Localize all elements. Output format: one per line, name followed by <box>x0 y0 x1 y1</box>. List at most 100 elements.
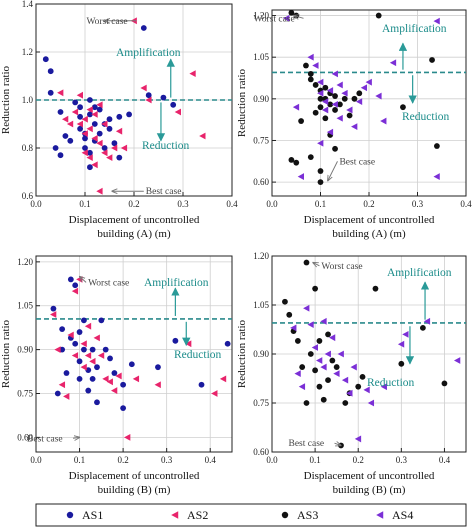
point-as4 <box>363 386 370 394</box>
point-as2 <box>132 375 140 383</box>
point-as2 <box>84 352 92 359</box>
x-tick-label: 0.0 <box>30 199 42 209</box>
point-as3 <box>332 145 338 152</box>
plot-frame <box>35 255 233 453</box>
point-as3 <box>293 159 300 166</box>
legend-item-as1: AS1 <box>66 508 103 522</box>
point-as2 <box>106 154 113 161</box>
chart-panel-bottom-left: 0.0 0.1 0.2 0.3 0.4 0.60 0.75 0.90 1.05 1.20 Reduc… <box>0 255 233 496</box>
y-axis-label: Reduction ratio <box>236 68 248 137</box>
x-tick-label: 0.4 <box>439 455 451 465</box>
point-as3 <box>307 351 314 357</box>
best-case-arrow <box>328 161 338 180</box>
point-as4 <box>336 81 343 89</box>
point-as3 <box>441 380 448 387</box>
point-as2 <box>111 144 118 152</box>
point-as3 <box>322 115 329 122</box>
point-as4 <box>355 98 363 106</box>
point-as4 <box>317 139 324 147</box>
point-as1 <box>91 121 98 127</box>
reduction-label: Reduction <box>174 349 222 361</box>
point-as2 <box>96 187 103 195</box>
x-tick-label: 0.3 <box>161 455 173 465</box>
point-as1 <box>63 370 70 376</box>
point-as1 <box>77 113 83 120</box>
point-as2 <box>174 108 181 116</box>
point-as4 <box>380 117 387 125</box>
point-as1 <box>87 164 93 171</box>
y-tick-label: 0.90 <box>253 94 269 104</box>
point-as2 <box>71 352 79 359</box>
point-as3 <box>316 383 323 390</box>
amplification-label: Amplification <box>382 23 447 35</box>
point-as3 <box>288 157 295 163</box>
point-as4 <box>433 17 440 25</box>
legend-box <box>35 503 467 527</box>
point-as4 <box>316 357 323 364</box>
point-as1 <box>72 99 79 106</box>
point-as3 <box>312 367 319 374</box>
point-as4 <box>380 383 387 391</box>
point-as2 <box>54 346 61 354</box>
point-as1 <box>106 116 113 123</box>
point-as2 <box>81 130 88 137</box>
point-as2 <box>145 96 152 104</box>
best-case-label: Best case <box>146 187 182 197</box>
point-as1 <box>42 56 49 63</box>
point-as3 <box>329 357 336 364</box>
point-as2 <box>115 372 122 380</box>
y-tick-label: 0.60 <box>17 432 33 442</box>
point-as3 <box>325 331 331 338</box>
point-as4 <box>453 357 461 364</box>
point-as1 <box>50 305 57 312</box>
x-axis-label: building (A) (m) <box>332 228 406 240</box>
y-tick-label: 0.8 <box>22 143 34 153</box>
point-as2 <box>76 91 83 99</box>
point-as1 <box>96 106 103 113</box>
best-case-arrow <box>72 437 80 438</box>
x-tick-label: 0.1 <box>315 199 326 209</box>
point-as2 <box>80 340 87 348</box>
legend-marker <box>66 511 74 519</box>
point-as1 <box>102 346 109 353</box>
point-as1 <box>72 282 79 289</box>
point-as1 <box>120 405 127 412</box>
point-as2 <box>80 363 87 371</box>
point-as4 <box>331 70 338 78</box>
legend-label: AS2 <box>187 508 208 522</box>
point-as2 <box>101 149 108 157</box>
point-as3 <box>332 93 338 99</box>
legend-label: AS4 <box>392 508 413 522</box>
point-as3 <box>307 76 314 83</box>
point-as2 <box>91 135 98 142</box>
point-as4 <box>321 98 329 106</box>
point-as2 <box>58 381 66 389</box>
y-tick-label: 1.05 <box>17 301 33 311</box>
x-tick-label: 0.1 <box>79 199 90 209</box>
x-tick-label: 0.0 <box>266 199 278 209</box>
legend-marker <box>171 511 179 519</box>
point-as1 <box>224 340 231 347</box>
worst-case-label: Worst case <box>86 17 127 27</box>
x-tick-label: 0.3 <box>177 199 189 209</box>
point-as1 <box>76 329 83 335</box>
point-as4 <box>341 89 348 97</box>
point-as3 <box>337 101 343 108</box>
worst-case-arrow <box>80 276 87 283</box>
legend-marker <box>376 511 384 519</box>
point-as1 <box>140 25 147 31</box>
x-tick-label: 0.2 <box>128 199 139 209</box>
point-as3 <box>307 70 314 77</box>
point-as3 <box>356 90 363 97</box>
y-tick-label: 1.20 <box>253 11 269 21</box>
x-axis-label: Displacement of uncontrolled <box>304 214 435 226</box>
legend-item-as4: AS4 <box>376 508 413 522</box>
point-as1 <box>52 145 59 151</box>
best-case-label: Best case <box>27 434 63 444</box>
legend-item-as3: AS3 <box>281 508 318 522</box>
point-as2 <box>86 125 93 133</box>
point-as1 <box>89 375 96 382</box>
y-tick-label: 1.05 <box>253 300 269 310</box>
point-as1 <box>67 276 74 283</box>
